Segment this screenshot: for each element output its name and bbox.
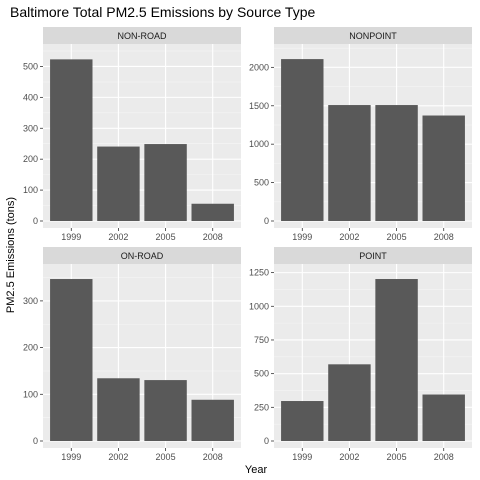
facet-panels: NON-ROAD 0 100 200 300 400 500 1999 2002 2005 2008… (23, 27, 472, 462)
y-tick-label: 2000 (249, 62, 269, 72)
y-tick-label: 0 (264, 436, 269, 446)
bar-nonpoint-2002 (328, 105, 371, 221)
strip-background (274, 27, 472, 44)
y-tick-label: 200 (23, 154, 38, 164)
y-tick-label: 100 (23, 185, 38, 195)
y-tick-label: 0 (264, 216, 269, 226)
y-tick-label: 500 (23, 61, 38, 71)
y-tick-label: 100 (23, 389, 38, 399)
strip-label: NON-ROAD (118, 31, 167, 41)
facet-panel-non-road: NON-ROAD 0 100 200 300 400 500 1999 2002 2005 2008 (23, 27, 241, 242)
x-tick-label: 1999 (292, 232, 312, 242)
strip-label: NONPOINT (349, 31, 397, 41)
bar-on-road-2002 (97, 378, 140, 441)
y-tick-label: 1250 (249, 268, 269, 278)
y-tick-label: 500 (254, 178, 269, 188)
facet-panel-nonpoint: NONPOINT 0 500 1000 1500 2000 1999 2002 2005 2008 (249, 27, 472, 242)
strip-label: POINT (359, 251, 387, 261)
x-tick-label: 1999 (292, 452, 312, 462)
strip-background (274, 247, 472, 264)
bar-non-road-2002 (97, 146, 140, 221)
y-tick-label: 250 (254, 402, 269, 412)
facet-panel-point: POINT 0 250 500 750 1000 1250 1999 2002 2005 2008 (249, 247, 472, 462)
y-tick-label: 1500 (249, 101, 269, 111)
bar-nonpoint-2005 (375, 105, 418, 221)
facet-panel-on-road: ON-ROAD 0 100 200 300 1999 2002 2005 2008 (23, 247, 241, 462)
bar-point-1999 (281, 401, 324, 441)
x-tick-label: 2008 (434, 452, 454, 462)
y-tick-label: 1000 (249, 139, 269, 149)
y-tick-label: 400 (23, 92, 38, 102)
chart-title: Baltimore Total PM2.5 Emissions by Sourc… (10, 4, 316, 20)
x-tick-label: 2005 (156, 232, 176, 242)
y-axis-title: PM2.5 Emissions (tons) (5, 197, 17, 313)
bar-point-2008 (422, 394, 465, 441)
y-tick-label: 500 (254, 369, 269, 379)
x-tick-label: 2002 (108, 452, 128, 462)
bar-nonpoint-2008 (422, 115, 465, 221)
strip-background (43, 27, 241, 44)
x-tick-label: 2002 (339, 232, 359, 242)
y-tick-label: 300 (23, 123, 38, 133)
x-tick-label: 2008 (434, 232, 454, 242)
x-tick-label: 2008 (203, 452, 223, 462)
bar-nonpoint-1999 (281, 59, 324, 222)
bar-non-road-2005 (144, 144, 187, 221)
x-tick-label: 2005 (387, 232, 407, 242)
strip-background (43, 247, 241, 264)
bar-on-road-2008 (191, 399, 234, 441)
y-tick-label: 0 (33, 216, 38, 226)
bar-on-road-2005 (144, 380, 187, 441)
bar-non-road-2008 (191, 203, 234, 221)
y-tick-label: 200 (23, 343, 38, 353)
strip-label: ON-ROAD (121, 251, 164, 261)
x-tick-label: 2008 (203, 232, 223, 242)
x-tick-label: 2005 (387, 452, 407, 462)
y-tick-label: 1000 (249, 301, 269, 311)
y-tick-label: 750 (254, 335, 269, 345)
x-tick-label: 2002 (108, 232, 128, 242)
bar-on-road-1999 (50, 279, 93, 441)
y-tick-label: 300 (23, 296, 38, 306)
x-tick-label: 2002 (339, 452, 359, 462)
x-tick-label: 1999 (61, 232, 81, 242)
bar-point-2005 (375, 279, 418, 441)
y-tick-label: 0 (33, 436, 38, 446)
x-tick-label: 1999 (61, 452, 81, 462)
bar-point-2002 (328, 364, 371, 441)
x-axis-title: Year (245, 464, 268, 476)
bar-non-road-1999 (50, 59, 93, 221)
x-tick-label: 2005 (156, 452, 176, 462)
